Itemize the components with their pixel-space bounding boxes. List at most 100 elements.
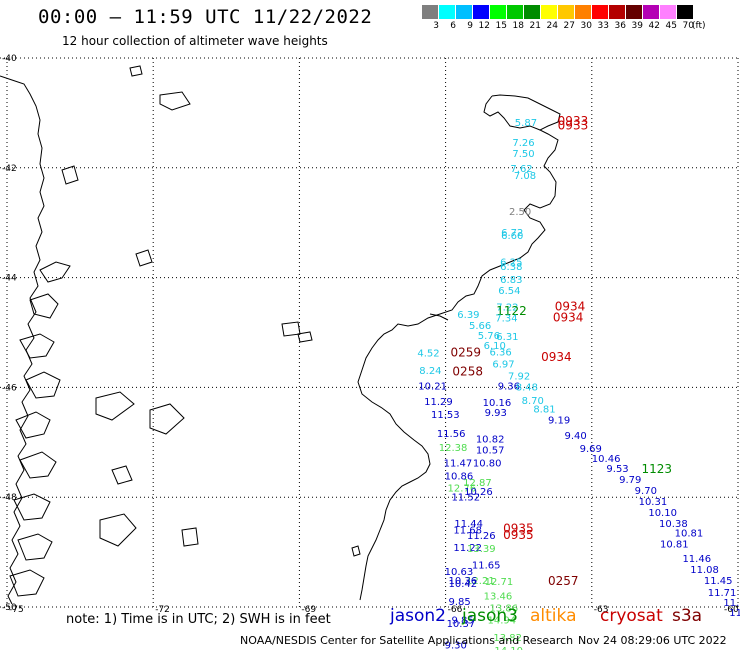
footer-timestamp: Nov 24 08:29:06 UTC 2022 bbox=[578, 634, 727, 647]
map-title: 00:00 – 11:59 UTC 11/22/2022 bbox=[38, 6, 373, 28]
wave-height-label: 13.46 bbox=[484, 591, 513, 602]
chile-islands-5 bbox=[15, 411, 51, 439]
legend-jason2: jason2 bbox=[390, 606, 446, 626]
lake-6 bbox=[149, 403, 185, 435]
wave-height-label: 9.30 bbox=[445, 641, 467, 650]
scale-label: 6 bbox=[450, 21, 456, 31]
small-island-2 bbox=[297, 331, 313, 343]
chile-islands-3 bbox=[19, 333, 55, 359]
wave-height-label: 7.92 bbox=[508, 372, 530, 383]
pass-time-label: 0935 bbox=[503, 521, 534, 535]
wave-height-label: 10.81 bbox=[660, 540, 689, 551]
wave-height-label: 9.53 bbox=[606, 464, 628, 475]
wave-height-label: 9.85 bbox=[449, 597, 471, 608]
wave-height-label: 11.45 bbox=[704, 576, 733, 587]
wave-height-label: 11.08 bbox=[690, 565, 719, 576]
wave-height-label: 10.63 bbox=[445, 567, 474, 578]
scale-label: 12 bbox=[478, 21, 490, 31]
lat-label: -46 bbox=[2, 383, 17, 393]
pass-time-label: 1122 bbox=[496, 304, 527, 318]
lon-label: -69 bbox=[301, 605, 316, 615]
lon-label: -63 bbox=[594, 605, 609, 615]
wave-height-label: 11.26 bbox=[467, 531, 496, 542]
pass-time-label: 0935 bbox=[503, 528, 534, 542]
wave-height-label: 10.31 bbox=[639, 497, 668, 508]
scale-swatch bbox=[660, 5, 677, 19]
axis-labels: -40 -42 -44 -46 -48 -50-75 -72 -69 -66 -63 -60 bbox=[2, 54, 739, 615]
note-text: note: 1) Time is in UTC; 2) SWH is in fe… bbox=[66, 612, 331, 627]
chile-coast bbox=[0, 75, 45, 605]
scale-label: 45 bbox=[665, 21, 677, 31]
wave-height-label: 4.52 bbox=[417, 349, 439, 360]
legend-jason3: jason3 bbox=[462, 606, 518, 626]
coastline bbox=[0, 65, 561, 605]
wave-height-label: 7.62 bbox=[510, 164, 532, 175]
color-scale-bar bbox=[422, 5, 694, 19]
wave-height-label: 5.76 bbox=[478, 331, 500, 342]
footer-credit: NOAA/NESDIS Center for Satellite Applica… bbox=[240, 634, 574, 647]
pass-time-label: 0259 bbox=[450, 346, 481, 360]
lake-3 bbox=[61, 165, 79, 185]
wave-height-label: 2.50 bbox=[509, 207, 531, 218]
scale-label: 30 bbox=[580, 21, 592, 31]
wave-height-label: 11.53 bbox=[431, 410, 460, 421]
scale-swatch bbox=[456, 5, 473, 19]
falkland-area-line bbox=[429, 313, 449, 321]
scale-label: 18 bbox=[512, 21, 524, 31]
wave-height-label: 6.83 bbox=[500, 275, 522, 286]
legend-cryosat: cryosat bbox=[600, 606, 663, 626]
lon-label: -72 bbox=[155, 605, 170, 615]
wave-height-label: 7.34 bbox=[495, 314, 517, 325]
wave-height-label: 5.87 bbox=[515, 118, 537, 129]
scale-label: 15 bbox=[495, 21, 507, 31]
scale-unit: (ft) bbox=[692, 21, 706, 31]
wave-height-label: 12.87 bbox=[463, 478, 492, 489]
scale-swatch bbox=[507, 5, 524, 19]
wave-height-label: 9.93 bbox=[485, 408, 507, 419]
scale-swatch bbox=[439, 5, 456, 19]
chile-islands-4 bbox=[25, 371, 61, 399]
wave-height-label: 10.26 bbox=[464, 487, 493, 498]
wave-height-label: 13.86 bbox=[489, 603, 518, 614]
wave-height-label: 12.76 bbox=[448, 484, 477, 495]
wave-height-label: 10.82 bbox=[476, 434, 505, 445]
wave-height-label: 7.26 bbox=[512, 138, 534, 149]
wave-height-label: 14.94 bbox=[488, 615, 517, 626]
scale-label: 70 bbox=[682, 21, 694, 31]
scale-label: 24 bbox=[546, 21, 558, 31]
pass-time-label: 0933 bbox=[558, 114, 589, 128]
scale-label: 9 bbox=[467, 21, 473, 31]
wave-height-label: 8.48 bbox=[516, 383, 538, 394]
lon-label: -66 bbox=[448, 605, 463, 615]
chile-islands-9 bbox=[9, 569, 45, 597]
wave-height-label: 10.36 bbox=[449, 576, 478, 587]
wave-height-label: 7.22 bbox=[496, 303, 518, 314]
pass-time-label: 0258 bbox=[452, 364, 483, 378]
small-island-3 bbox=[351, 545, 361, 557]
wave-height-label: 10.10 bbox=[648, 508, 677, 519]
scale-swatch bbox=[524, 5, 541, 19]
wave-height-label: 6.36 bbox=[489, 348, 511, 359]
wave-height-label: 6.54 bbox=[498, 286, 520, 297]
scale-label: 21 bbox=[529, 21, 541, 31]
scale-swatch bbox=[558, 5, 575, 19]
wave-height-label: 10.57 bbox=[476, 445, 505, 456]
pass-time-label: 0934 bbox=[541, 350, 572, 364]
scale-swatch bbox=[592, 5, 609, 19]
scale-swatch bbox=[609, 5, 626, 19]
lon-label: -75 bbox=[9, 605, 24, 615]
lat-label: -42 bbox=[2, 164, 17, 174]
wave-height-label: 10.38 bbox=[659, 519, 688, 530]
wave-height-label: 9.69 bbox=[580, 444, 602, 455]
wave-height-label: 6.97 bbox=[492, 360, 514, 371]
wave-height-label: 12.21 bbox=[466, 576, 495, 587]
wave-height-label: 14.10 bbox=[494, 646, 523, 650]
lat-label: -44 bbox=[2, 274, 17, 284]
wave-height-label: 11.71 bbox=[708, 588, 737, 599]
scale-label: 3 bbox=[433, 21, 439, 31]
wave-height-label: 6.72 bbox=[501, 228, 523, 239]
wave-height-label: 11.52 bbox=[451, 492, 480, 503]
scale-label: 33 bbox=[597, 21, 609, 31]
wave-height-label: 9.85 bbox=[451, 615, 473, 626]
